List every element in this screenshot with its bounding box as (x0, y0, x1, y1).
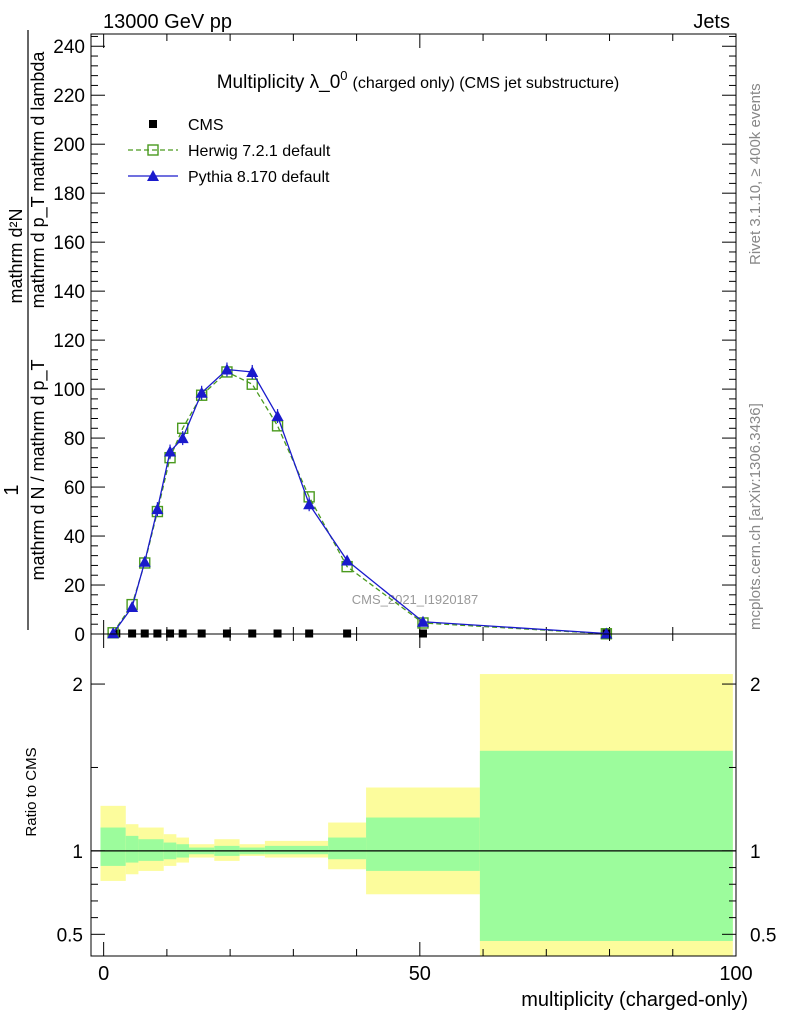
ytick-label: 40 (64, 527, 85, 548)
header-right: Jets (693, 11, 730, 33)
data-point (341, 554, 354, 566)
ratio-xlabel: multiplicity (charged-only) (521, 989, 748, 1011)
data-point (195, 386, 208, 398)
ylabel-denominator: mathrm d N / mathrm d p_T (28, 359, 49, 580)
watermark: CMS_2021_I1920187 (352, 592, 479, 607)
data-point (126, 601, 139, 613)
ytick-label: 60 (64, 478, 85, 499)
main-title-suffix: (charged only) (CMS jet substructure) (353, 75, 620, 92)
ratio-ytick-label-right: 1 (750, 842, 761, 863)
ytick-label: 160 (53, 233, 85, 254)
legend-marker (147, 144, 159, 156)
ratio-frame (90, 633, 737, 957)
ytick-label: 20 (64, 576, 85, 597)
data-point (271, 410, 284, 422)
ytick-label: 200 (53, 135, 85, 156)
main-panel: 0 20 40 60 80 100 120 140 160 180 200 220 240 CMS_20… (53, 33, 737, 646)
data-point (138, 555, 151, 567)
legend-marker (149, 120, 157, 128)
ratio-bands (91, 674, 736, 956)
legend-label: Herwig 7.2.1 default (188, 143, 331, 160)
rivet-label: Rivet 3.1.10, ≥ 400k events (747, 83, 764, 265)
ytick-label: 140 (53, 282, 85, 303)
data-point (416, 615, 429, 627)
ytick-label: 120 (53, 331, 85, 352)
ratio-ytick-label: 2 (72, 675, 83, 696)
data-point (176, 432, 189, 444)
header-left: 13000 GeV pp (103, 11, 232, 33)
series-line (112, 368, 607, 635)
ylabel-numerator-2: mathrm d p_T mathrm d lambda (28, 51, 49, 309)
series-line (112, 371, 607, 635)
band-inner (138, 839, 164, 861)
series-2 (107, 362, 613, 639)
ratio-ylabel: Ratio to CMS (23, 747, 40, 836)
ratio-ytick-label-right: 2 (750, 675, 761, 696)
ratio-ytick-label: 1 (72, 842, 83, 863)
ytick-label: 220 (53, 86, 85, 107)
data-point (246, 378, 258, 390)
main-ylabel: 1 mathrm d²N mathrm d p_T mathrm d lambd… (1, 30, 49, 630)
legend-label: CMS (188, 117, 224, 134)
band-inner (125, 835, 139, 863)
ytick-label: 100 (53, 380, 85, 401)
ratio-ytick-label: 0.5 (57, 925, 83, 946)
main-title: Multiplicity λ_00 (charged only) (CMS jet… (217, 68, 620, 93)
ratio-panel: 0.5 0.5 1 1 2 2 0 50 100 (57, 633, 776, 985)
ytick-label: 180 (53, 184, 85, 205)
main-ticks: 0 20 40 60 80 100 120 140 160 180 200 220 240 (53, 34, 737, 646)
ratio-ytick-label-right: 0.5 (750, 925, 776, 946)
ytick-label: 80 (64, 429, 85, 450)
ytick-label: 0 (74, 625, 85, 646)
ratio-xtick-label: 100 (719, 963, 752, 985)
band-inner (100, 827, 126, 866)
legend-label: Pythia 8.170 default (188, 169, 330, 186)
ratio-xtick-label: 50 (409, 963, 431, 985)
band-inner (479, 750, 733, 941)
main-title-text: Multiplicity λ_0 (217, 72, 341, 93)
ylabel-top: 1 (1, 484, 23, 495)
ratio-ticks: 0.5 0.5 1 1 2 2 0 50 100 (57, 634, 776, 985)
data-point (107, 627, 120, 639)
data-point (303, 498, 316, 510)
legend-marker (147, 170, 159, 181)
data-point (164, 445, 177, 457)
ylabel-numerator: mathrm d²N (6, 208, 26, 303)
band-inner (264, 845, 329, 855)
ratio-xtick-label: 0 (98, 963, 109, 985)
band-inner (328, 837, 367, 860)
legend: CMS Herwig 7.2.1 default Pythia 8.170 defa… (128, 117, 331, 186)
data-point (151, 503, 164, 515)
ytick-label: 240 (53, 37, 85, 58)
band-inner (366, 817, 480, 871)
mcplots-label: mcplots.cern.ch [arXiv:1306.3436] (747, 403, 764, 630)
data-point (246, 365, 259, 377)
data-point (220, 363, 233, 375)
main-title-sup: 0 (340, 68, 347, 83)
